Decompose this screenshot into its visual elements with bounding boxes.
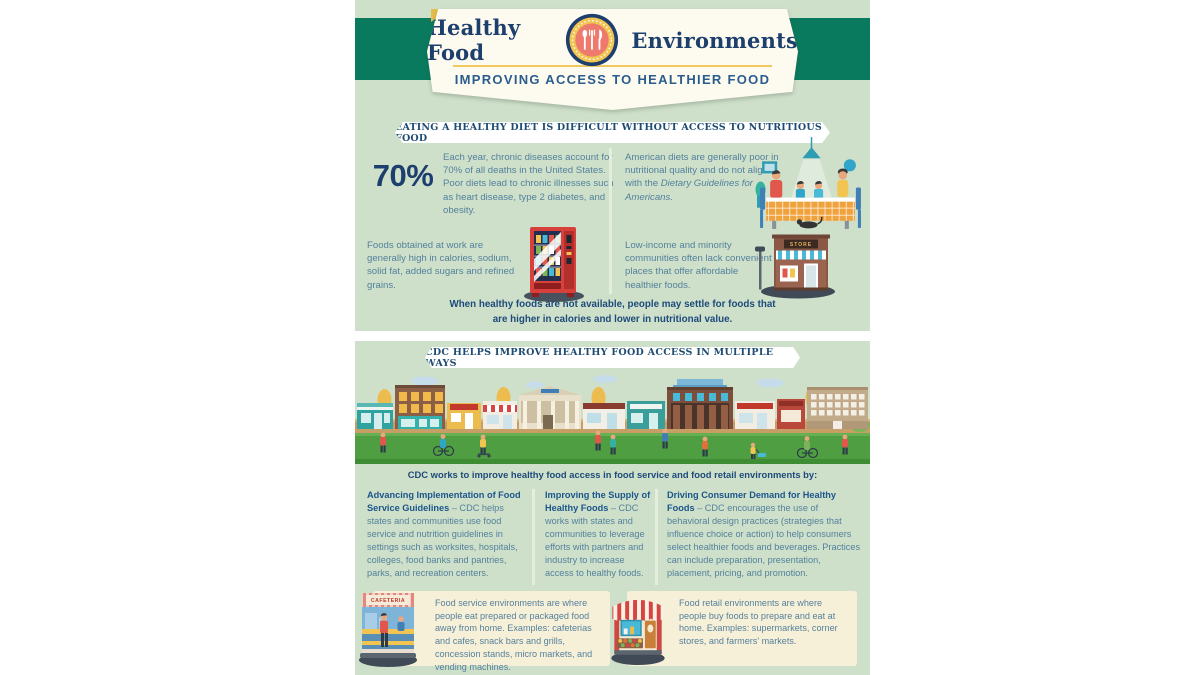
food-service-box-text: Food service environments are where peop… bbox=[435, 598, 593, 672]
chronic-disease-text: Each year, chronic diseases account for … bbox=[443, 152, 614, 216]
vending-machine-illustration bbox=[524, 227, 584, 302]
title-environments: Environments bbox=[631, 27, 798, 53]
header-subtitle: IMPROVING ACCESS TO HEALTHIER FOOD bbox=[454, 72, 771, 87]
section1-banner: EATING A HEALTHY DIET IS DIFFICULT WITHO… bbox=[395, 122, 830, 143]
column1-heading: Advancing Implementation of Food Service… bbox=[367, 490, 521, 514]
column-divider-2 bbox=[655, 489, 658, 585]
panel-cdc-ways: CDC HELPS IMPROVE HEALTHY FOOD ACCESS IN… bbox=[355, 341, 870, 675]
buildings bbox=[357, 379, 868, 429]
community-access-text: Low-income and minority communities ofte… bbox=[625, 240, 772, 291]
cdc-works-intro: CDC works to improve healthy food access… bbox=[407, 469, 818, 480]
callout-line-2: are higher in calories and lower in nutr… bbox=[492, 314, 733, 326]
banner-divider bbox=[453, 65, 772, 67]
column2-heading: Improving the Supply of Healthy Foods bbox=[545, 490, 651, 514]
callout-text: When healthy foods are not available, pe… bbox=[355, 297, 870, 327]
family-dinner-illustration bbox=[755, 137, 861, 229]
column1-body: – CDC helps states and communities use f… bbox=[367, 503, 518, 579]
column3-body: – CDC encourages the use of behavioral d… bbox=[667, 503, 861, 579]
worksite-food-text: Foods obtained at work are generally hig… bbox=[367, 240, 515, 291]
section1-banner-text: EATING A HEALTHY DIET IS DIFFICULT WITHO… bbox=[395, 121, 822, 144]
store-illustration: STORE bbox=[755, 234, 835, 299]
cityscape-illustration bbox=[355, 375, 870, 464]
stat-70-percent: 70% bbox=[372, 158, 434, 193]
panel-access-to-food: Healthy Food bbox=[355, 0, 870, 331]
callout-line-1: When healthy foods are not available, pe… bbox=[449, 299, 776, 310]
food-retail-box-text: Food retail environments are where peopl… bbox=[679, 598, 838, 647]
column2-body: – CDC works with states and communities … bbox=[545, 503, 645, 579]
vertical-divider bbox=[609, 148, 612, 294]
section2-banner-text: CDC HELPS IMPROVE HEALTHY FOOD ACCESS IN… bbox=[425, 346, 774, 369]
food-retail-box: Food retail environments are where peopl… bbox=[627, 591, 857, 666]
title-healthy-food: Healthy Food bbox=[427, 15, 521, 65]
column-consumer-demand: Driving Consumer Demand for Healthy Food… bbox=[667, 489, 863, 580]
header-banner: Healthy Food bbox=[427, 9, 798, 110]
column-food-service-guidelines: Advancing Implementation of Food Service… bbox=[367, 489, 530, 580]
column-divider-1 bbox=[532, 489, 535, 585]
market-illustration bbox=[611, 599, 665, 666]
infographic: Healthy Food bbox=[355, 0, 870, 675]
cafeteria-sign-text: CAFETERIA bbox=[371, 598, 405, 604]
column3-heading: Driving Consumer Demand for Healthy Food… bbox=[667, 490, 836, 514]
section2-banner: CDC HELPS IMPROVE HEALTHY FOOD ACCESS IN… bbox=[425, 347, 800, 368]
people bbox=[380, 428, 848, 459]
diet-quality-text: American diets are generally poor in nut… bbox=[625, 152, 779, 203]
cafeteria-illustration: CAFETERIA bbox=[359, 593, 417, 667]
store-sign-text: STORE bbox=[790, 242, 812, 248]
column-supply-healthy-foods: Improving the Supply of Healthy Foods – … bbox=[545, 489, 653, 580]
utensils-badge-icon bbox=[566, 13, 619, 67]
